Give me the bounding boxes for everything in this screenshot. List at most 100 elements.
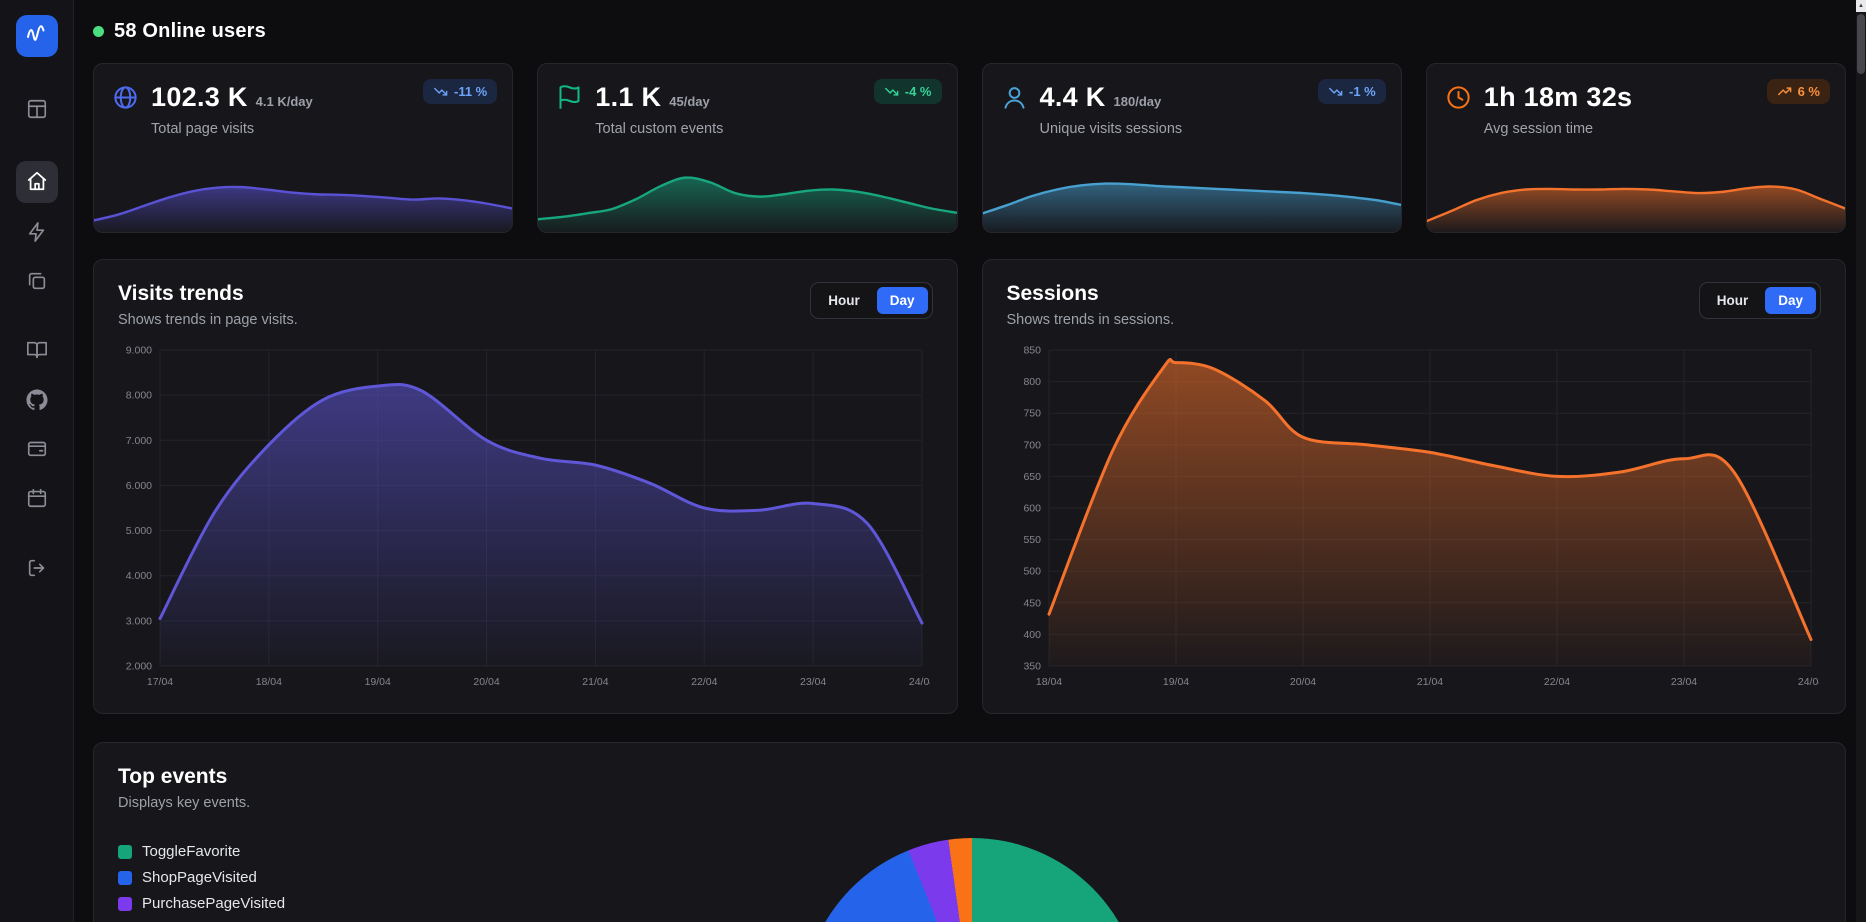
toggle-day-button[interactable]: Day [876, 287, 928, 314]
app-logo[interactable] [15, 15, 58, 57]
svg-text:22/04: 22/04 [1543, 676, 1569, 688]
interval-toggle: Hour Day [1698, 282, 1821, 319]
top-events-card: Top events Displays key events. ToggleFa… [93, 742, 1846, 922]
svg-text:6.000: 6.000 [126, 480, 152, 492]
svg-text:500: 500 [1023, 566, 1041, 578]
svg-text:19/04: 19/04 [1162, 676, 1188, 688]
stat-card-total-page-visits: 102.3 K 4.1 K/day Total page visits -11 … [93, 63, 514, 233]
svg-text:5.000: 5.000 [126, 525, 152, 537]
stat-label: Unique visits sessions [1039, 121, 1183, 137]
sidebar-item-calendar[interactable] [16, 478, 58, 520]
trend-down-icon [1328, 87, 1343, 96]
stat-card-total-custom-events: 1.1 K 45/day Total custom events -4 % [537, 63, 958, 233]
trend-down-icon [433, 87, 448, 96]
svg-text:22/04: 22/04 [691, 676, 717, 688]
sidebar-item-events[interactable] [16, 212, 58, 254]
svg-text:3.000: 3.000 [126, 615, 152, 627]
svg-text:20/04: 20/04 [1289, 676, 1315, 688]
legend-item[interactable]: ToggleFavorite [118, 843, 398, 860]
legend-label: ShopPageVisited [142, 869, 257, 886]
legend-label: PurchasePageVisited [142, 895, 286, 912]
visits-area-chart[interactable]: 9.000 8.000 7.000 6.000 5.000 4.000 3.000 2.000… [118, 340, 936, 692]
sidebar-item-home[interactable] [15, 161, 58, 203]
svg-text:24/04: 24/04 [909, 676, 930, 688]
svg-text:650: 650 [1023, 471, 1041, 483]
trend-badge: -4 % [873, 79, 942, 104]
svg-text:24/04: 24/04 [1797, 676, 1818, 688]
stat-label: Avg session time [1483, 121, 1594, 137]
stats-row: 102.3 K 4.1 K/day Total page visits -11 … [93, 63, 1846, 233]
svg-text:550: 550 [1023, 534, 1041, 546]
stat-value: 1.1 K [595, 82, 662, 112]
interval-toggle: Hour Day [810, 282, 933, 319]
sidebar-item-github[interactable] [16, 380, 58, 422]
svg-text:350: 350 [1023, 661, 1041, 673]
stat-value: 1h 18m 32s [1483, 82, 1633, 112]
toggle-hour-button[interactable]: Hour [1704, 287, 1762, 314]
copy-icon [26, 270, 48, 295]
svg-text:800: 800 [1023, 376, 1041, 388]
svg-text:19/04: 19/04 [365, 676, 391, 688]
top-events-subtitle: Displays key events. [118, 795, 251, 811]
zap-icon [26, 221, 48, 246]
activity-icon [25, 22, 49, 51]
charts-row: Visits trends Shows trends in page visit… [93, 259, 1846, 714]
toggle-day-button[interactable]: Day [1765, 287, 1816, 314]
stat-value: 102.3 K [151, 82, 248, 112]
home-icon [26, 170, 48, 195]
svg-text:17/04: 17/04 [147, 676, 173, 688]
legend-item[interactable]: PurchasePageVisited [118, 895, 398, 912]
sparkline-chart [94, 166, 513, 232]
svg-text:400: 400 [1023, 629, 1041, 641]
sessions-area-chart[interactable]: 850 800 750 700 650 600 550 500 450 400 350 18/04 19… [1007, 340, 1824, 692]
user-icon [1001, 84, 1028, 111]
svg-text:4.000: 4.000 [126, 570, 152, 582]
chart-subtitle: Shows trends in sessions. [1006, 312, 1175, 328]
legend-swatch [118, 844, 132, 859]
legend-item[interactable]: ShopPageVisited [118, 869, 398, 886]
trend-badge: -11 % [423, 79, 498, 104]
sessions-card: Sessions Shows trends in sessions. Hour … [981, 259, 1846, 714]
sparkline-chart [1426, 166, 1845, 232]
flag-icon [556, 84, 583, 111]
online-users-header: 58 Online users [93, 20, 1846, 43]
book-open-icon [26, 339, 48, 364]
globe-icon [112, 84, 139, 111]
sidebar-item-billing[interactable] [16, 428, 58, 470]
stat-unit: 4.1 K/day [255, 94, 313, 109]
svg-text:850: 850 [1023, 345, 1041, 357]
stat-unit: 45/day [669, 94, 710, 109]
badge-text: -1 % [1349, 84, 1376, 99]
events-pie-chart[interactable] [801, 838, 1142, 922]
panels-icon [26, 98, 48, 123]
scroll-up-arrow[interactable]: ▲ [1856, 0, 1866, 12]
online-users-count: 58 Online users [114, 20, 266, 42]
sidebar-item-panels[interactable] [16, 89, 58, 131]
wallet-icon [26, 437, 48, 462]
stat-unit: 180/day [1113, 94, 1162, 109]
stat-value: 4.4 K [1039, 82, 1106, 112]
svg-text:7.000: 7.000 [126, 435, 152, 447]
toggle-hour-button[interactable]: Hour [815, 287, 873, 314]
sidebar-item-docs[interactable] [16, 330, 58, 372]
stat-label: Total custom events [595, 121, 724, 137]
chart-subtitle: Shows trends in page visits. [118, 312, 298, 328]
sparkline-chart [982, 166, 1401, 232]
svg-text:23/04: 23/04 [1670, 676, 1696, 688]
svg-text:600: 600 [1023, 503, 1041, 515]
chart-title: Visits trends [118, 282, 244, 305]
scrollbar-thumb[interactable] [1857, 14, 1865, 74]
logout-icon [26, 557, 48, 582]
stat-card-avg-session-time: 1h 18m 32s Avg session time 6 % [1425, 63, 1846, 233]
visits-trends-card: Visits trends Shows trends in page visit… [93, 259, 958, 714]
sidebar-item-pages[interactable] [16, 261, 58, 303]
calendar-icon [26, 487, 48, 512]
vertical-scrollbar[interactable]: ▲ [1856, 0, 1866, 922]
main-content: 58 Online users 102.3 K 4.1 K/day Total … [74, 0, 1866, 922]
svg-text:23/04: 23/04 [800, 676, 826, 688]
legend-swatch [118, 870, 132, 885]
svg-text:8.000: 8.000 [126, 390, 152, 402]
trend-badge: -1 % [1318, 79, 1386, 104]
svg-text:21/04: 21/04 [582, 676, 608, 688]
sidebar-item-logout[interactable] [16, 548, 58, 590]
